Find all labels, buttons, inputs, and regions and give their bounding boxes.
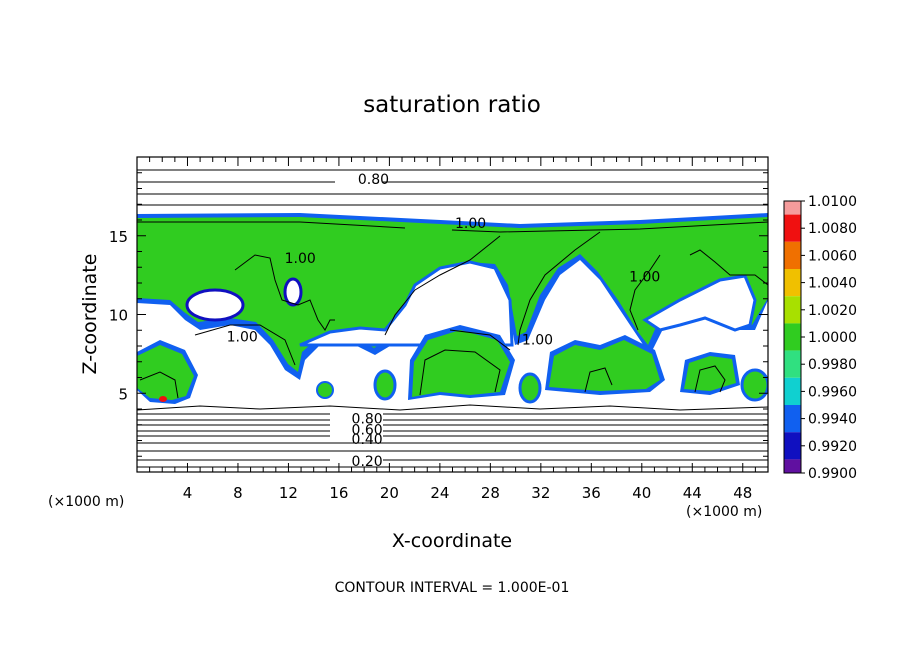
cloud-upper-green [137,217,768,372]
colorbar: 1.0100 1.0080 1.0060 1.0040 1.0020 1.0000 0.99… [783,194,857,482]
colorbar-label: 0.9980 [808,357,857,373]
x-tick-label: 4 [183,484,193,502]
y-axis-label: Z-coordinate [79,254,101,375]
cloud-hole [185,288,245,322]
colorbar-label: 0.9900 [808,466,857,482]
contour-line [689,249,768,286]
contour-line [384,235,511,351]
supersaturation-spot [159,396,167,402]
cloud-lower-green [316,381,334,399]
colorbar-label: 0.9960 [808,384,857,400]
colorbar-label: 0.9940 [808,412,857,428]
contour-line [517,231,601,346]
contour-line [584,367,613,393]
contour-line [137,221,768,233]
x-tick-label: 40 [632,484,651,502]
contour-label: 1.00 [285,251,316,267]
contour-label: 0.80 [358,172,389,188]
contour-line [194,324,296,366]
colorbar-swatch [784,269,801,297]
cloud-hole [642,274,757,332]
contour-label: 0.20 [352,454,383,470]
colorbar-swatch [784,323,801,351]
cloud-hole [283,277,303,307]
colorbar-label: 1.0040 [808,276,857,292]
contour-label: 0.80 [352,411,383,427]
colorbar-swatch [784,296,801,324]
x-unit-right: (×1000 m) [686,504,762,520]
y-tick-label: 5 [118,385,128,403]
y-tick-label: 15 [109,228,128,246]
x-tick-label: 28 [481,484,500,502]
colorbar-label: 0.9920 [808,439,857,455]
contour-label: 1.00 [629,270,660,286]
contour-label: 1.00 [455,216,486,232]
y-axis: 5 10 15 [109,172,768,457]
contour-line [139,371,179,399]
x-axis-label: X-coordinate [392,530,512,552]
x-tick-label: 32 [531,484,550,502]
x-unit-left: (×1000 m) [48,494,124,510]
y-tick-label: 10 [109,307,128,325]
cloud-lower-green [549,340,660,391]
x-tick-label: 8 [233,484,243,502]
contour-label: 0.60 [352,422,383,438]
x-tick-label: 16 [329,484,348,502]
contour-line [629,254,661,331]
colorbar-label: 1.0020 [808,303,857,319]
colorbar-swatch [784,214,801,242]
cloud-lower-green [137,345,194,400]
colorbar-swatch [784,377,801,405]
x-axis: 4 8 12 16 20 24 28 32 36 40 44 48 [149,157,756,502]
colorbar-swatch [784,432,801,460]
contour-line [137,404,768,411]
cloud-lower-green [518,372,542,404]
colorbar-swatch [784,241,801,269]
contour-label: 0.40 [352,432,383,448]
chart-title: saturation ratio [363,92,541,118]
cloud-lower-green [412,330,510,397]
x-tick-label: 20 [380,484,399,502]
contour-label: 1.00 [227,330,258,346]
x-tick-label: 12 [279,484,298,502]
x-tick-label: 24 [430,484,449,502]
cloud-lower-green [740,368,768,402]
colorbar-label: 1.0060 [808,248,857,264]
saturation-field [137,169,768,468]
contour-line [419,349,501,396]
contour-label: 1.00 [522,333,553,349]
colorbar-label: 1.0100 [808,194,857,210]
colorbar-swatch [784,459,801,473]
colorbar-swatch [784,405,801,433]
x-tick-label: 44 [683,484,702,502]
cloud-hole [299,260,514,347]
x-tick-label: 36 [582,484,601,502]
x-tick-label: 48 [733,484,752,502]
colorbar-swatch [784,201,801,215]
colorbar-label: 1.0000 [808,330,857,346]
contour-line [234,254,335,331]
contour-line [694,365,726,393]
contour-labels: 0.801.001.001.00 1.001.000.800.600.400.20 [227,172,661,470]
cloud-lower-green [373,369,397,401]
colorbar-swatch [784,350,801,378]
colorbar-label: 1.0080 [808,221,857,237]
contour-interval-note: CONTOUR INTERVAL = 1.000E-01 [335,580,570,596]
